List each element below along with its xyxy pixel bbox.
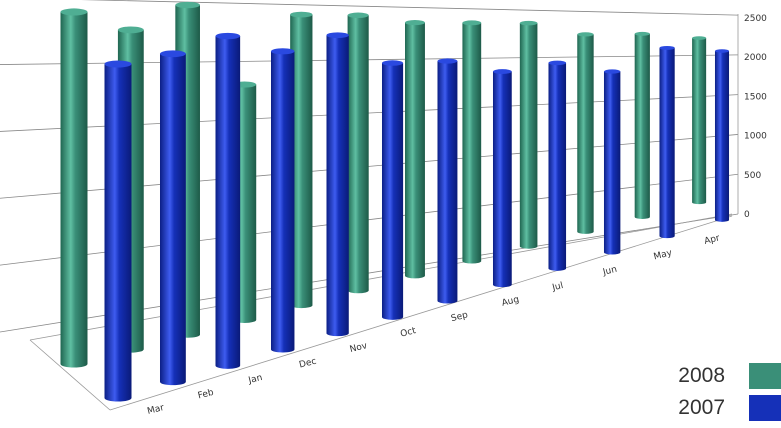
bar-2007-feb-top [159, 50, 186, 58]
bar-2008-mar-body [60, 11, 88, 368]
side-edge [29, 339, 111, 411]
bar-2007-jun-top [603, 69, 621, 74]
y-tick-label: 0 [744, 210, 750, 220]
bar-2008-apr-top [692, 36, 707, 40]
x-tick-label-may: May [653, 248, 674, 262]
legend-label-2008: 2008 [678, 364, 725, 387]
y-tick-label: 500 [744, 171, 761, 181]
bar-2007-apr-top [714, 49, 730, 53]
bar-2007-oct [381, 60, 404, 320]
bar-2007-sep [437, 58, 458, 304]
x-tick-label-oct: Oct [399, 326, 417, 340]
bar-2008-nov [290, 11, 313, 309]
bar-2007-nov [326, 32, 349, 337]
bar-2008-jun-top [577, 32, 594, 37]
bar-2007-mar-top [104, 60, 132, 68]
bar-2008-aug [462, 20, 482, 264]
x-tick-label-feb: Feb [197, 388, 215, 402]
x-tick-label-jan: Jan [247, 373, 264, 386]
bar-2008-aug-top [462, 20, 482, 26]
bar-2007-aug [492, 69, 512, 288]
bar-2008-oct-body [347, 15, 369, 294]
bar-2008-may [634, 31, 650, 219]
bar-2008-jan-top [175, 1, 200, 9]
bar-2008-may-top [634, 31, 650, 36]
bar-2007-jan [215, 32, 241, 369]
bar-2007-dec [270, 48, 295, 353]
bar-2008-apr-body [692, 38, 707, 205]
x-tick-label-nov: Nov [349, 341, 369, 355]
x-tick-label-dec: Dec [298, 357, 317, 371]
bar-2008-jul-top [519, 20, 538, 26]
bar-2008-mar-top [60, 8, 88, 16]
bar-2008-jun-body [577, 34, 594, 234]
bar-2008-apr [692, 36, 707, 205]
bars [60, 1, 730, 402]
bar-2008-jun [577, 32, 594, 234]
bar-2007-dec-top [270, 48, 295, 55]
bar-2007-jun-body [603, 71, 621, 255]
bar-2007-nov-top [326, 32, 349, 39]
bar-2007-apr [714, 49, 730, 222]
bar-2007-jun [603, 69, 621, 255]
bar-2008-oct [347, 12, 369, 294]
bar-2007-mar [104, 60, 132, 402]
bar-2007-aug-top [492, 69, 512, 74]
bar-2007-oct-body [381, 63, 404, 320]
bar-2007-may-top [659, 45, 675, 50]
bar-2008-sep [405, 20, 425, 279]
bar-2007-jul-body [548, 62, 567, 271]
x-axis-line [109, 215, 733, 411]
legend-swatch-2007 [749, 395, 781, 421]
bar-2008-jul [519, 20, 538, 249]
bar-2007-oct-top [381, 60, 404, 66]
legend-swatch-2008 [749, 363, 781, 389]
bar-2007-may-body [659, 47, 675, 239]
bar-2007-feb [159, 50, 186, 386]
x-tick-label-sep: Sep [450, 310, 469, 324]
y-tick-label: 2000 [744, 53, 767, 63]
bar-2008-nov-body [290, 14, 313, 309]
legend-item-2007: 2007 [651, 394, 781, 422]
x-tick-label-mar: Mar [146, 403, 165, 417]
bar-2007-jan-top [215, 32, 241, 40]
bar-2008-mar [60, 8, 88, 368]
x-tick-label-aug: Aug [501, 295, 520, 309]
x-tick-label-apr: Apr [703, 233, 721, 247]
y-tick-label: 1500 [744, 92, 767, 102]
bar-2007-dec-body [270, 51, 295, 353]
y-tick-label: 1000 [744, 132, 767, 142]
bar-2007-jul-top [548, 60, 567, 66]
bar-2008-feb-top [117, 26, 144, 34]
bar-2008-aug-body [462, 22, 482, 264]
bar-2007-sep-body [437, 61, 458, 304]
bar-2008-sep-top [405, 20, 425, 26]
bar-2008-nov-top [290, 11, 313, 18]
bar-2007-apr-body [714, 51, 730, 222]
bar-2007-mar-body [104, 64, 132, 402]
tick-labels: 0 500 1000 1500 2000 2500 Mar Feb Jan Dec Nov Oct Se… [146, 14, 767, 417]
bar-2007-jul [548, 60, 567, 271]
bar-2007-feb-body [159, 53, 186, 386]
legend-label-2007: 2007 [678, 396, 725, 419]
bar-2008-jul-body [519, 23, 538, 249]
bar-2008-may-body [634, 33, 650, 219]
bar-2008-sep-body [405, 22, 425, 279]
y-tick-label: 2500 [744, 14, 767, 24]
bar-2007-sep-top [437, 58, 458, 64]
legend-item-2008: 2008 [651, 362, 781, 390]
bar-2007-aug-body [492, 71, 512, 288]
bar-2007-may [659, 45, 675, 239]
x-tick-label-jul: Jul [550, 281, 564, 294]
bar-2007-jan-body [215, 36, 241, 369]
x-tick-label-jun: Jun [601, 265, 618, 278]
bar-2008-oct-top [347, 12, 369, 19]
gridline [80, 0, 739, 16]
bar-2007-nov-body [326, 35, 349, 337]
